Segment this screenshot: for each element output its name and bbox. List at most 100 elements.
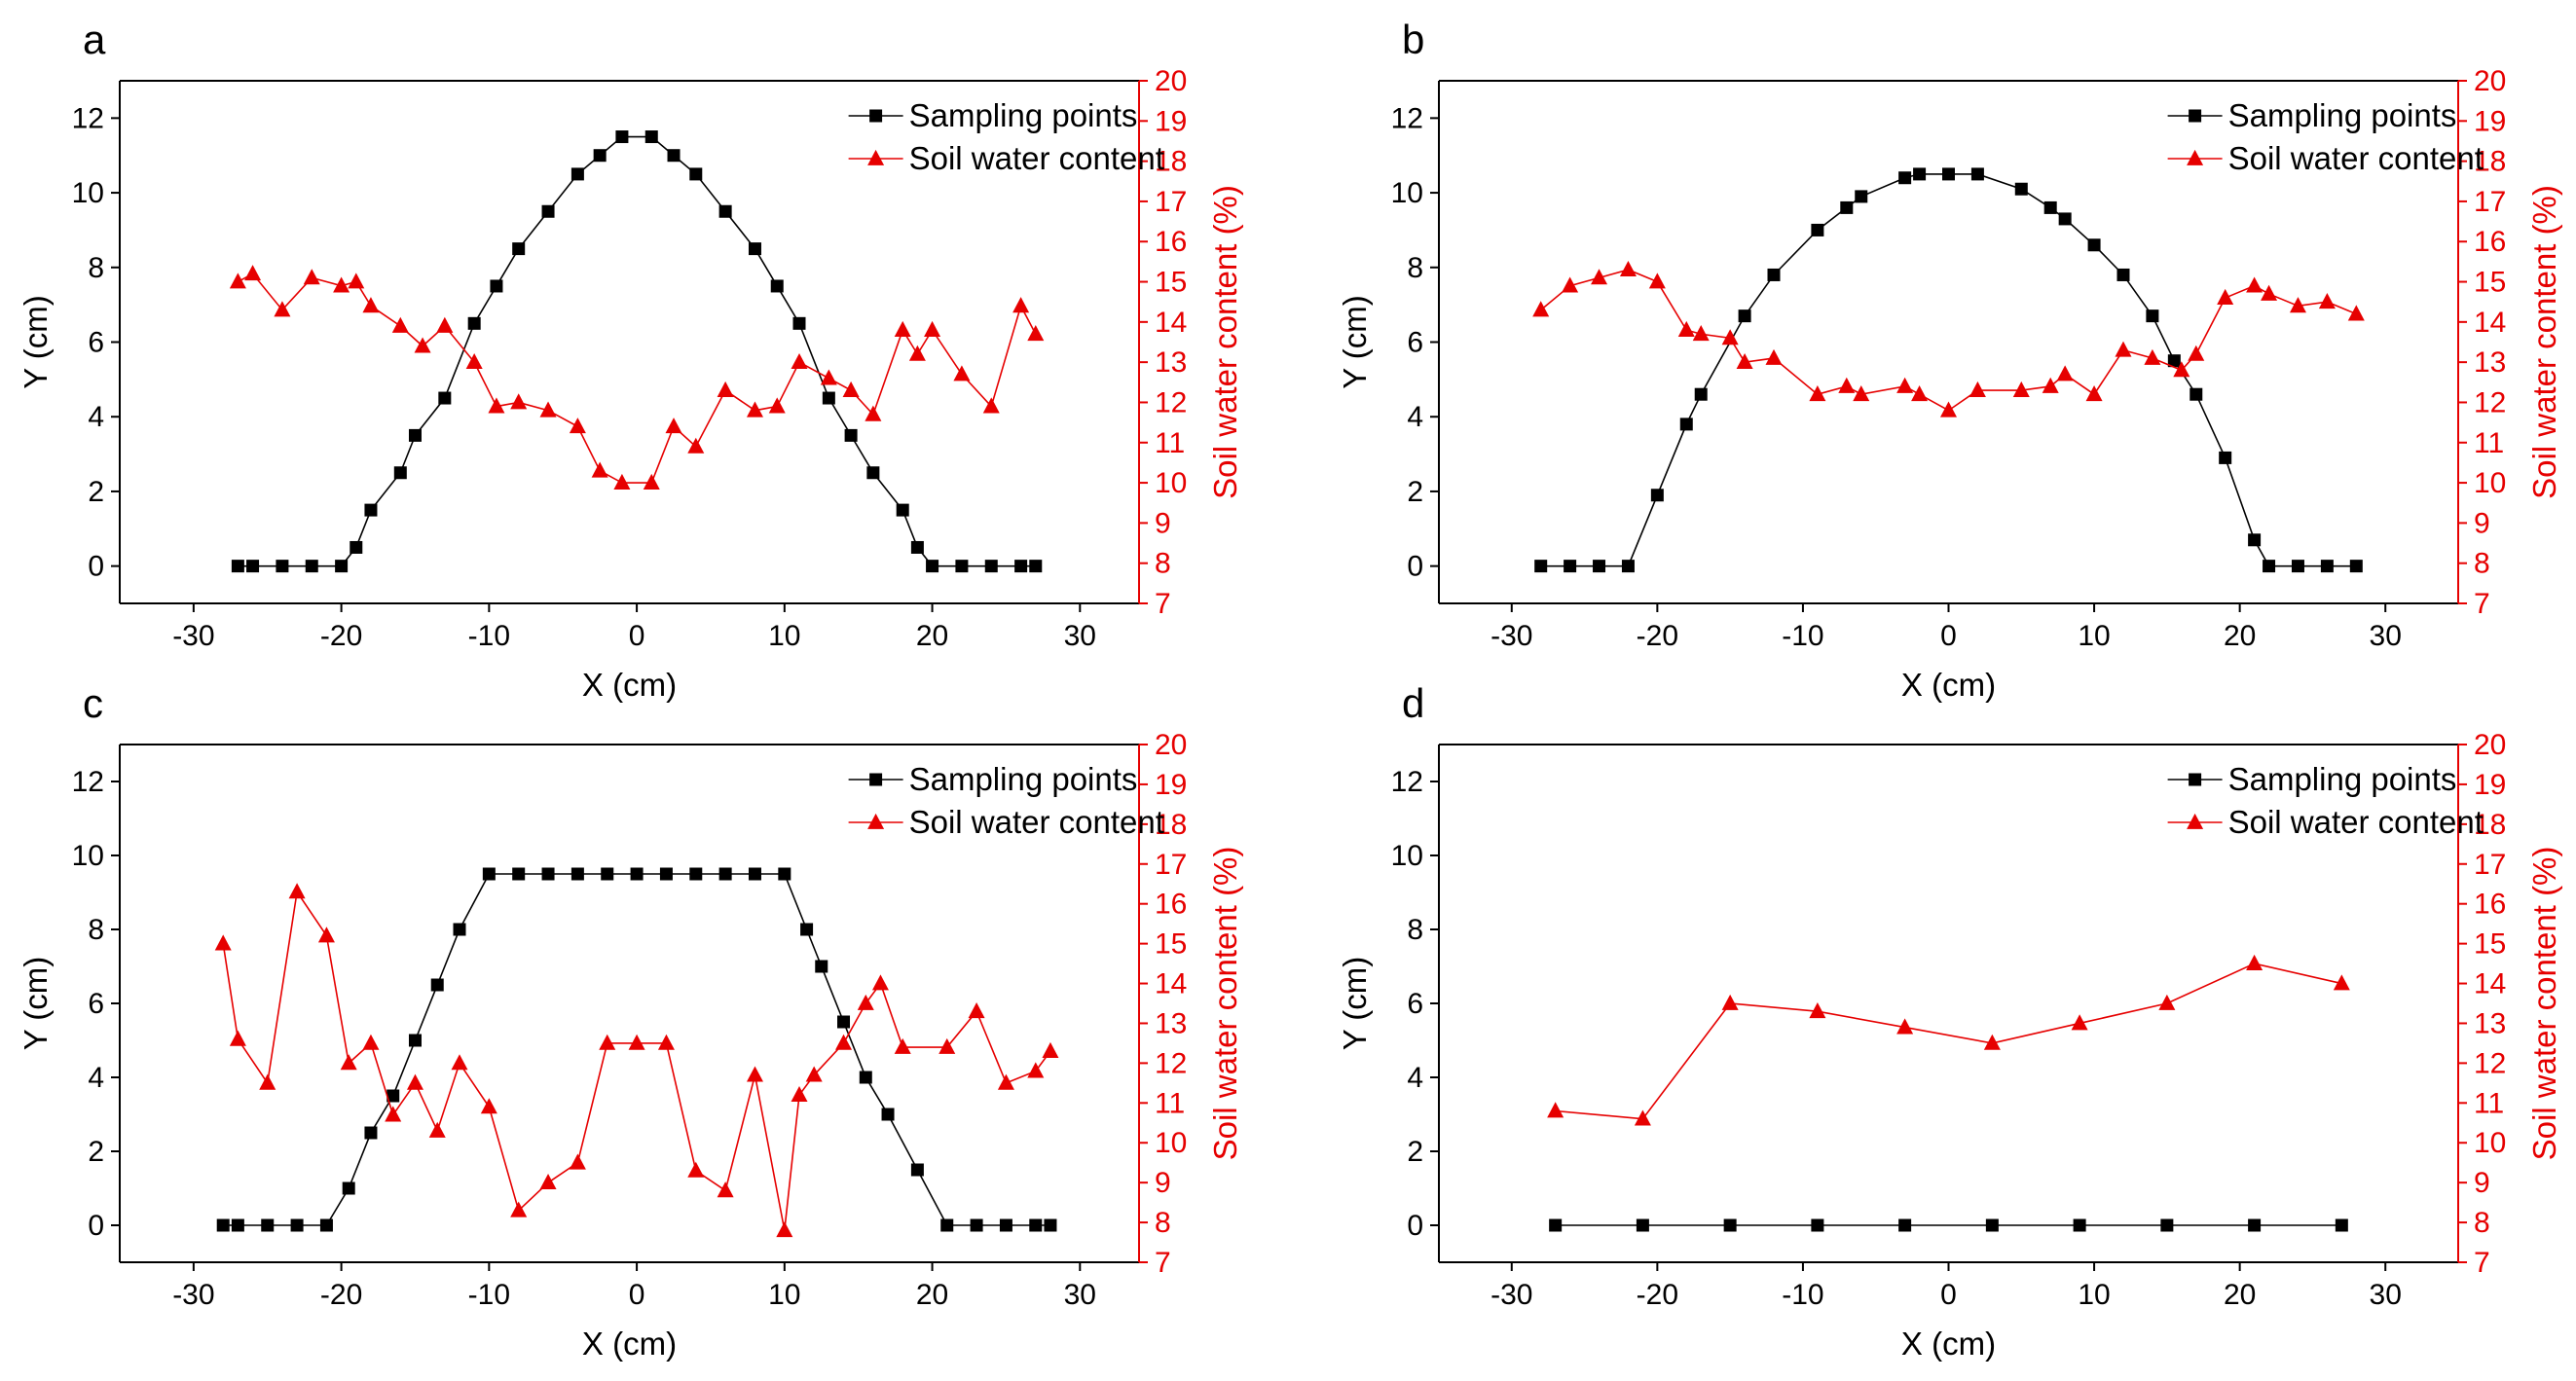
x-tick-label: -30: [172, 1279, 214, 1311]
legend-marker-sampling: [869, 773, 883, 786]
sampling-point-marker: [408, 1034, 422, 1047]
sampling-point-marker: [2263, 560, 2276, 573]
soil-water-marker: [362, 1034, 380, 1050]
y2-tick-label: 18: [2474, 146, 2506, 178]
soil-water-marker: [303, 269, 320, 285]
soil-water-marker: [865, 405, 882, 421]
soil-water-marker: [665, 418, 682, 434]
sampling-points-line: [238, 135, 1036, 567]
soil-water-marker: [1547, 1102, 1564, 1118]
soil-water-marker: [2261, 284, 2278, 301]
sampling-point-marker: [2014, 182, 2028, 196]
y2-tick-label: 16: [2474, 226, 2506, 258]
x-tick-label: 10: [768, 620, 800, 652]
y2-tick-label: 9: [1155, 507, 1171, 539]
y2-axis-title: Soil water content (%): [1207, 185, 1243, 499]
y-tick-label: 8: [88, 914, 104, 946]
y-axis-title: Y (cm): [1337, 957, 1373, 1051]
soil-water-marker: [2246, 954, 2263, 970]
y2-tick-label: 19: [2474, 769, 2506, 801]
y2-tick-label: 12: [2474, 386, 2506, 418]
legend-marker-soil: [2187, 813, 2204, 829]
sampling-point-marker: [490, 279, 503, 293]
y-tick-label: 12: [1391, 102, 1423, 134]
soil-water-marker: [1648, 273, 1666, 289]
y-tick-label: 2: [1407, 476, 1423, 508]
sampling-point-marker: [2291, 560, 2304, 573]
soil-water-marker: [1911, 385, 1929, 402]
sampling-point-marker: [800, 923, 814, 936]
soil-water-marker: [791, 1085, 808, 1103]
sampling-point-marker: [246, 560, 260, 573]
sampling-point-marker: [1650, 489, 1664, 502]
soil-water-marker: [1983, 1034, 2001, 1050]
sampling-point-marker: [1029, 1218, 1043, 1232]
sampling-point-marker: [1694, 387, 1708, 401]
soil-water-marker: [997, 1073, 1014, 1090]
soil-water-marker: [2144, 348, 2161, 365]
y2-tick-label: 14: [2474, 968, 2506, 1000]
y-tick-label: 2: [88, 1136, 104, 1168]
soil-water-marker: [1562, 276, 1579, 293]
x-axis-title: X (cm): [582, 667, 677, 703]
y-axis-title: Y (cm): [18, 957, 54, 1051]
soil-water-marker: [317, 927, 335, 943]
y2-tick-label: 8: [2474, 548, 2490, 580]
legend-marker-soil: [867, 813, 885, 829]
sampling-point-marker: [453, 923, 466, 936]
x-tick-label: -10: [468, 1279, 510, 1311]
sampling-point-marker: [216, 1218, 230, 1232]
soil-water-marker: [1692, 325, 1710, 342]
soil-water-marker: [1721, 994, 1739, 1010]
sampling-point-marker: [2043, 200, 2057, 214]
soil-water-marker: [288, 883, 306, 899]
y-tick-label: 0: [1407, 551, 1423, 583]
x-tick-label: 30: [2370, 1279, 2402, 1311]
panel-label: c: [83, 680, 103, 726]
y-tick-label: 4: [1407, 401, 1423, 433]
sampling-point-marker: [999, 1218, 1012, 1232]
y-tick-label: 0: [88, 551, 104, 583]
sampling-point-marker: [1044, 1218, 1057, 1232]
soil-water-marker: [657, 1034, 675, 1050]
soil-water-marker: [348, 273, 365, 289]
soil-water-marker: [1012, 297, 1030, 313]
sampling-point-marker: [1636, 1218, 1649, 1232]
soil-water-marker: [414, 337, 431, 353]
x-tick-label: -10: [468, 620, 510, 652]
y-tick-label: 10: [1391, 177, 1423, 209]
y2-tick-label: 7: [2474, 1247, 2490, 1279]
soil-water-marker: [2042, 377, 2059, 393]
soil-water-marker: [613, 473, 631, 490]
sampling-point-marker: [881, 1108, 895, 1121]
sampling-point-marker: [2116, 268, 2130, 281]
sampling-point-marker: [866, 466, 880, 480]
soil-water-marker: [2188, 345, 2205, 361]
soil-water-marker: [1896, 377, 1914, 393]
x-tick-label: 10: [2078, 1279, 2110, 1311]
sampling-point-marker: [1985, 1218, 1999, 1232]
sampling-point-marker: [822, 391, 835, 405]
soil-water-marker: [1940, 401, 1957, 418]
x-axis-title: X (cm): [1901, 1326, 1996, 1362]
sampling-point-marker: [910, 1163, 924, 1177]
sampling-point-marker: [896, 503, 909, 517]
x-tick-label: -20: [1637, 620, 1678, 652]
y2-tick-label: 15: [1155, 928, 1187, 961]
sampling-point-marker: [1840, 200, 1854, 214]
soil-water-marker: [259, 1073, 276, 1090]
soil-water-marker: [924, 320, 941, 337]
sampling-point-marker: [276, 560, 289, 573]
y-tick-label: 2: [88, 476, 104, 508]
sampling-point-marker: [955, 560, 969, 573]
y-tick-label: 6: [88, 988, 104, 1020]
y2-tick-label: 12: [1155, 1047, 1187, 1079]
y-tick-label: 8: [88, 252, 104, 284]
legend-marker-soil: [867, 149, 885, 165]
soil-water-marker: [2173, 361, 2190, 378]
soil-water-marker: [2318, 293, 2336, 309]
x-tick-label: -10: [1782, 620, 1823, 652]
y2-tick-label: 11: [2474, 1087, 2504, 1119]
y-tick-label: 0: [88, 1210, 104, 1242]
